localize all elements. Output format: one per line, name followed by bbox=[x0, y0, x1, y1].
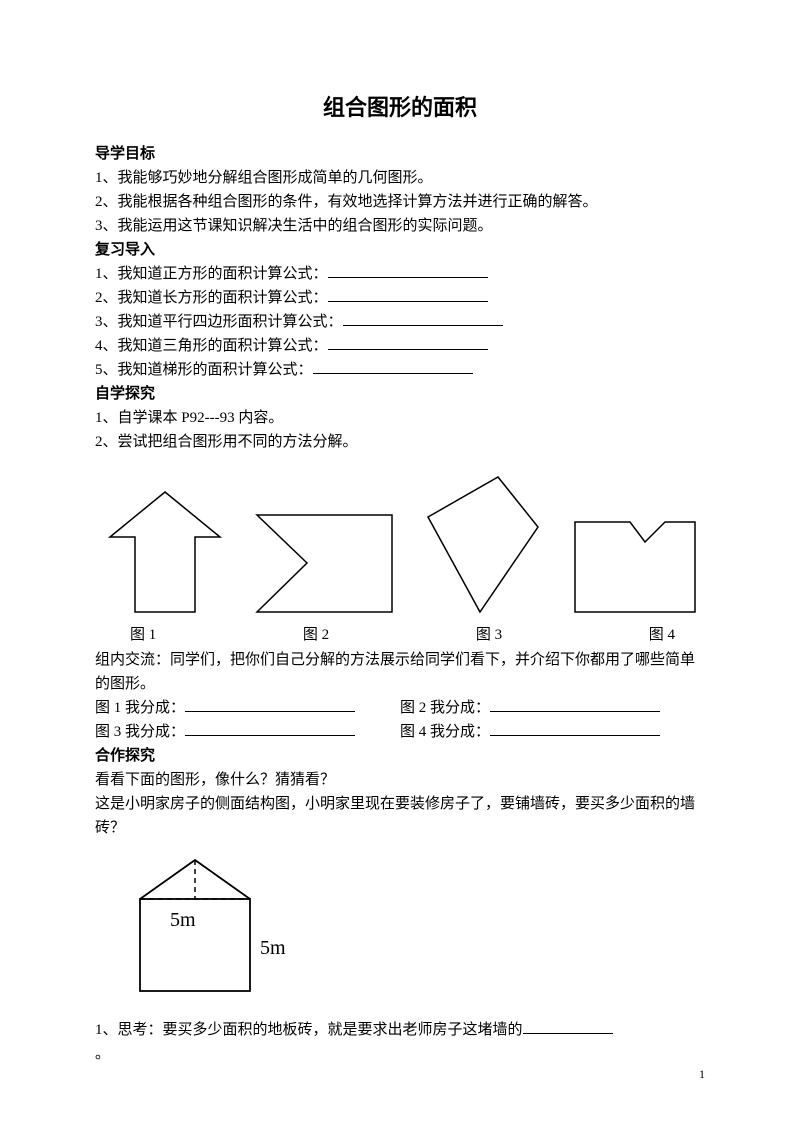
coop-header: 合作探究 bbox=[95, 744, 705, 768]
group-share-text: 组内交流：同学们，把你们自己分解的方法展示给同学们看下，并介绍下你都用了哪些简单… bbox=[95, 648, 705, 696]
breakdown-label: 图 3 我分成： bbox=[95, 724, 185, 740]
blank-line bbox=[313, 359, 473, 374]
breakdown-label: 图 4 我分成： bbox=[400, 724, 490, 740]
selfstudy-item: 2、尝试把组合图形用不同的方法分解。 bbox=[95, 430, 705, 454]
blank-line bbox=[328, 287, 488, 302]
breakdown-label: 图 1 我分成： bbox=[95, 700, 185, 716]
coop-line: 看看下面的图形，像什么？猜猜看？ bbox=[95, 768, 705, 792]
page-title: 组合图形的面积 bbox=[95, 90, 705, 122]
review-item: 1、我知道正方形的面积计算公式： bbox=[95, 262, 705, 286]
goals-header: 导学目标 bbox=[95, 142, 705, 166]
blank-line bbox=[523, 1019, 613, 1034]
breakdown-row: 图 1 我分成： 图 2 我分成： bbox=[95, 696, 705, 720]
blank-line bbox=[328, 263, 488, 278]
goal-item: 2、我能根据各种组合图形的条件，有效地选择计算方法并进行正确的解答。 bbox=[95, 190, 705, 214]
blank-line bbox=[185, 697, 355, 712]
blank-line bbox=[343, 311, 503, 326]
coop-line: 这是小明家房子的侧面结构图，小明家里现在要装修房子了，要铺墙砖，要买多少面积的墙… bbox=[95, 792, 705, 840]
goal-item: 3、我能运用这节课知识解决生活中的组合图形的实际问题。 bbox=[95, 214, 705, 238]
review-item: 2、我知道长方形的面积计算公式： bbox=[95, 286, 705, 310]
goal-item: 1、我能够巧妙地分解组合图形成简单的几何图形。 bbox=[95, 166, 705, 190]
shape-label: 图 4 bbox=[649, 623, 675, 644]
blank-line bbox=[328, 335, 488, 350]
think-suffix: 。 bbox=[95, 1042, 705, 1066]
blank-line bbox=[490, 721, 660, 736]
house-diagram: 5m 5m bbox=[125, 854, 705, 1004]
think-line: 1、思考：要买多少面积的地板砖，就是要求出老师房子这堵墙的 bbox=[95, 1018, 705, 1042]
breakdown-label: 图 2 我分成： bbox=[400, 700, 490, 716]
selfstudy-header: 自学探究 bbox=[95, 382, 705, 406]
review-header: 复习导入 bbox=[95, 238, 705, 262]
review-item: 4、我知道三角形的面积计算公式： bbox=[95, 334, 705, 358]
review-item: 3、我知道平行四边形面积计算公式： bbox=[95, 310, 705, 334]
shape-3 bbox=[418, 472, 548, 617]
review-item: 5、我知道梯形的面积计算公式： bbox=[95, 358, 705, 382]
blank-line bbox=[185, 721, 355, 736]
breakdown-row: 图 3 我分成： 图 4 我分成： bbox=[95, 720, 705, 744]
shape-label: 图 1 bbox=[130, 623, 156, 644]
house-height-label: 5m bbox=[260, 937, 286, 959]
shape-4 bbox=[570, 512, 700, 617]
page-number: 1 bbox=[699, 1067, 705, 1082]
shape-label: 图 3 bbox=[476, 623, 502, 644]
shape-labels-row: 图 1 图 2 图 3 图 4 bbox=[95, 623, 705, 644]
shape-1 bbox=[100, 487, 230, 617]
house-width-label: 5m bbox=[170, 909, 196, 931]
selfstudy-item: 1、自学课本 P92---93 内容。 bbox=[95, 406, 705, 430]
shape-label: 图 2 bbox=[303, 623, 329, 644]
shape-2 bbox=[252, 507, 397, 617]
blank-line bbox=[490, 697, 660, 712]
shapes-row bbox=[95, 472, 705, 617]
